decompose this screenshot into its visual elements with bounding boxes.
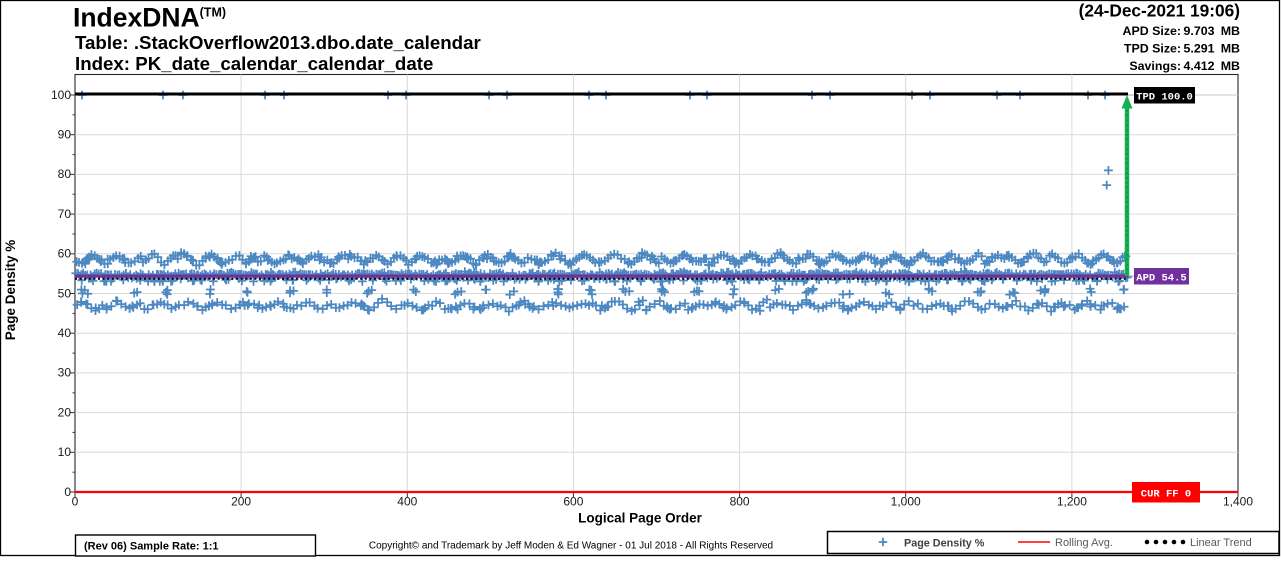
svg-text:30: 30 (58, 366, 72, 380)
svg-text:0: 0 (72, 495, 79, 509)
svg-text:Page Density %: Page Density % (904, 538, 985, 550)
svg-text:70: 70 (58, 207, 72, 221)
svg-text:Logical Page Order: Logical Page Order (578, 511, 703, 526)
svg-text:40: 40 (58, 326, 72, 340)
svg-text:Index: PK_date_calendar_calend: Index: PK_date_calendar_calendar_date (75, 53, 433, 74)
svg-text:(24-Dec-2021 19:06): (24-Dec-2021 19:06) (1079, 1, 1240, 21)
svg-text:Linear Trend: Linear Trend (1190, 537, 1252, 549)
svg-text:600: 600 (563, 495, 583, 509)
svg-text:1,200: 1,200 (1057, 495, 1087, 509)
svg-text:800: 800 (730, 495, 750, 509)
svg-text:1,400: 1,400 (1223, 495, 1253, 509)
svg-text:60: 60 (58, 247, 72, 261)
svg-text:TPD Size: 5.291 MB: TPD Size: 5.291 MB (1124, 42, 1240, 56)
svg-text:APD Size: 9.703 MB: APD Size: 9.703 MB (1123, 24, 1241, 38)
svg-text:Page Density %: Page Density % (3, 240, 18, 341)
svg-text:Rolling Avg.: Rolling Avg. (1055, 537, 1113, 549)
svg-text:1,000: 1,000 (891, 495, 921, 509)
svg-text:Copyright© and Trademark by J: Copyright© and Trademark by Jeff Moden &… (369, 541, 773, 552)
svg-text:0: 0 (64, 485, 71, 499)
svg-text:400: 400 (397, 495, 417, 509)
svg-text:200: 200 (231, 495, 251, 509)
svg-text:20: 20 (58, 405, 72, 419)
svg-text:APD 54.5: APD 54.5 (1136, 273, 1186, 285)
svg-text:Savings: 4.412 MB: Savings: 4.412 MB (1129, 59, 1240, 73)
svg-text:50: 50 (58, 286, 72, 300)
svg-text:100: 100 (51, 88, 71, 102)
svg-text:CUR FF 0: CUR FF 0 (1141, 489, 1191, 501)
svg-text:80: 80 (58, 167, 72, 181)
svg-text:TPD 100.0: TPD 100.0 (1136, 92, 1193, 104)
svg-text:10: 10 (58, 445, 72, 459)
svg-text:Table: .StackOverflow2013.dbo.: Table: .StackOverflow2013.dbo.date_calen… (75, 32, 481, 53)
svg-text:(Rev 06) Sample Rate: 1:1: (Rev 06) Sample Rate: 1:1 (84, 541, 219, 553)
svg-text:90: 90 (58, 128, 72, 142)
